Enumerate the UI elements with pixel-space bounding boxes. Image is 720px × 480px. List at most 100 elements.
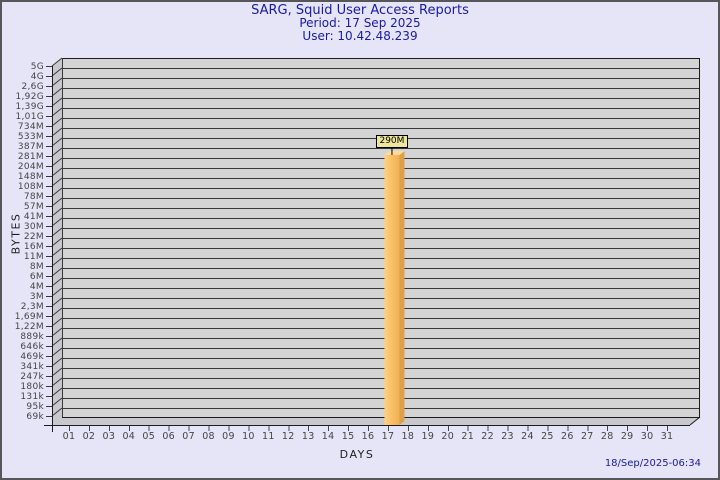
y-tick-label: 1,01G bbox=[15, 112, 44, 122]
x-tick-label: 02 bbox=[83, 431, 96, 442]
x-tick-label: 08 bbox=[202, 431, 215, 442]
wall-tick-diagonal bbox=[51, 287, 63, 297]
wall-tick-diagonal bbox=[51, 157, 63, 167]
wall-tick-diagonal bbox=[51, 367, 63, 377]
floor-corner-bevel bbox=[689, 416, 701, 426]
y-tick-label: 2,3M bbox=[21, 302, 44, 312]
y-tick-label: 4G bbox=[31, 72, 44, 82]
wall-tick-diagonal bbox=[51, 97, 63, 107]
y-axis-title: BYTES bbox=[9, 212, 23, 255]
report-period: Period: 17 Sep 2025 bbox=[299, 16, 421, 30]
bar-side-face bbox=[399, 151, 405, 425]
y-tick-label: 131k bbox=[20, 392, 44, 402]
x-tick-label: 07 bbox=[182, 431, 195, 442]
wall-tick-diagonal bbox=[51, 277, 63, 287]
y-tick-label: 1,39G bbox=[15, 102, 44, 112]
wall-tick-diagonal bbox=[51, 347, 63, 357]
wall-tick-diagonal bbox=[51, 147, 63, 157]
wall-tick-diagonal bbox=[51, 87, 63, 97]
x-tick-label: 28 bbox=[601, 431, 614, 442]
x-tick-label: 22 bbox=[481, 431, 494, 442]
wall-tick-diagonal bbox=[51, 137, 63, 147]
x-tick-label: 06 bbox=[162, 431, 175, 442]
y-tick-label: 469k bbox=[20, 352, 44, 362]
y-tick-label: 41M bbox=[24, 212, 44, 222]
x-tick-label: 13 bbox=[302, 431, 315, 442]
wall-tick-diagonal bbox=[51, 57, 63, 67]
wall-tick-diagonal bbox=[51, 227, 63, 237]
plot-area bbox=[62, 58, 700, 417]
y-tick-label: 69k bbox=[26, 412, 44, 422]
y-tick-label: 1,22M bbox=[15, 322, 44, 332]
x-tick-label: 29 bbox=[621, 431, 634, 442]
wall-tick-diagonal bbox=[51, 217, 63, 227]
wall-tick-diagonal bbox=[51, 377, 63, 387]
x-tick-label: 03 bbox=[103, 431, 116, 442]
x-tick-label: 19 bbox=[421, 431, 434, 442]
wall-tick-diagonal bbox=[51, 127, 63, 137]
x-tick-label: 10 bbox=[242, 431, 255, 442]
y-tick-label: 1,69M bbox=[15, 312, 44, 322]
x-tick-label: 11 bbox=[262, 431, 275, 442]
x-tick-label: 30 bbox=[641, 431, 654, 442]
wall-tick-diagonal bbox=[51, 187, 63, 197]
y-tick-label: 5G bbox=[31, 62, 44, 72]
wall-tick-diagonal bbox=[51, 317, 63, 327]
y-tick-label: 78M bbox=[24, 192, 44, 202]
x-tick-label: 25 bbox=[541, 431, 554, 442]
wall-tick-diagonal bbox=[51, 327, 63, 337]
y-tick-label: 204M bbox=[18, 162, 44, 172]
y-tick-label: 6M bbox=[30, 272, 44, 282]
x-tick-label: 20 bbox=[441, 431, 454, 442]
report-user: User: 10.42.48.239 bbox=[302, 29, 418, 43]
x-tick-label: 23 bbox=[501, 431, 514, 442]
wall-tick-diagonal bbox=[51, 117, 63, 127]
x-tick-label: 16 bbox=[362, 431, 375, 442]
x-tick-label: 14 bbox=[322, 431, 335, 442]
wall-tick-diagonal bbox=[51, 337, 63, 347]
wall-tick-diagonal bbox=[51, 197, 63, 207]
y-tick-label: 247k bbox=[20, 372, 44, 382]
y-tick-label: 30M bbox=[24, 222, 44, 232]
wall-tick-diagonal bbox=[51, 397, 63, 407]
x-tick-label: 24 bbox=[521, 431, 534, 442]
floor-3d bbox=[52, 417, 700, 425]
y-tick-label: 341k bbox=[20, 362, 44, 372]
wall-tick-diagonal bbox=[51, 177, 63, 187]
x-tick-label: 04 bbox=[122, 431, 135, 442]
y-tick-label: 180k bbox=[20, 382, 44, 392]
wall-tick-diagonal bbox=[51, 247, 63, 257]
report-header: SARG, Squid User Access Reports Period: … bbox=[0, 4, 720, 43]
wall-tick-diagonal bbox=[51, 107, 63, 117]
y-tick-label: 57M bbox=[24, 202, 44, 212]
wall-tick-diagonal bbox=[51, 357, 63, 367]
x-tick-label: 18 bbox=[402, 431, 415, 442]
x-tick-label: 05 bbox=[142, 431, 155, 442]
y-tick-label: 533M bbox=[18, 132, 44, 142]
y-tick-label: 2,6G bbox=[22, 82, 45, 92]
wall-tick-diagonal bbox=[51, 257, 63, 267]
y-tick-label: 3M bbox=[30, 292, 44, 302]
y-tick-label: 889k bbox=[20, 332, 44, 342]
bar-top-face bbox=[384, 151, 405, 156]
x-tick-label: 09 bbox=[222, 431, 235, 442]
x-tick-label: 31 bbox=[661, 431, 674, 442]
y-tick-label: 646k bbox=[20, 342, 44, 352]
x-axis-title: DAYS bbox=[339, 448, 375, 461]
wall-tick-diagonal bbox=[51, 207, 63, 217]
x-tick-label: 12 bbox=[282, 431, 295, 442]
y-tick-label: 281M bbox=[18, 152, 44, 162]
report-title: SARG, Squid User Access Reports bbox=[251, 3, 469, 18]
y-tick-label: 16M bbox=[24, 242, 44, 252]
x-tick-label: 26 bbox=[561, 431, 574, 442]
y-tick-label: 1,92G bbox=[15, 92, 44, 102]
y-tick-label: 108M bbox=[18, 182, 44, 192]
y-tick-label: 8M bbox=[30, 262, 44, 272]
x-tick-label: 01 bbox=[63, 431, 76, 442]
x-tick-label: 21 bbox=[461, 431, 474, 442]
x-tick-label: 27 bbox=[581, 431, 594, 442]
wall-tick-diagonal bbox=[51, 307, 63, 317]
y-tick-label: 734M bbox=[18, 122, 44, 132]
